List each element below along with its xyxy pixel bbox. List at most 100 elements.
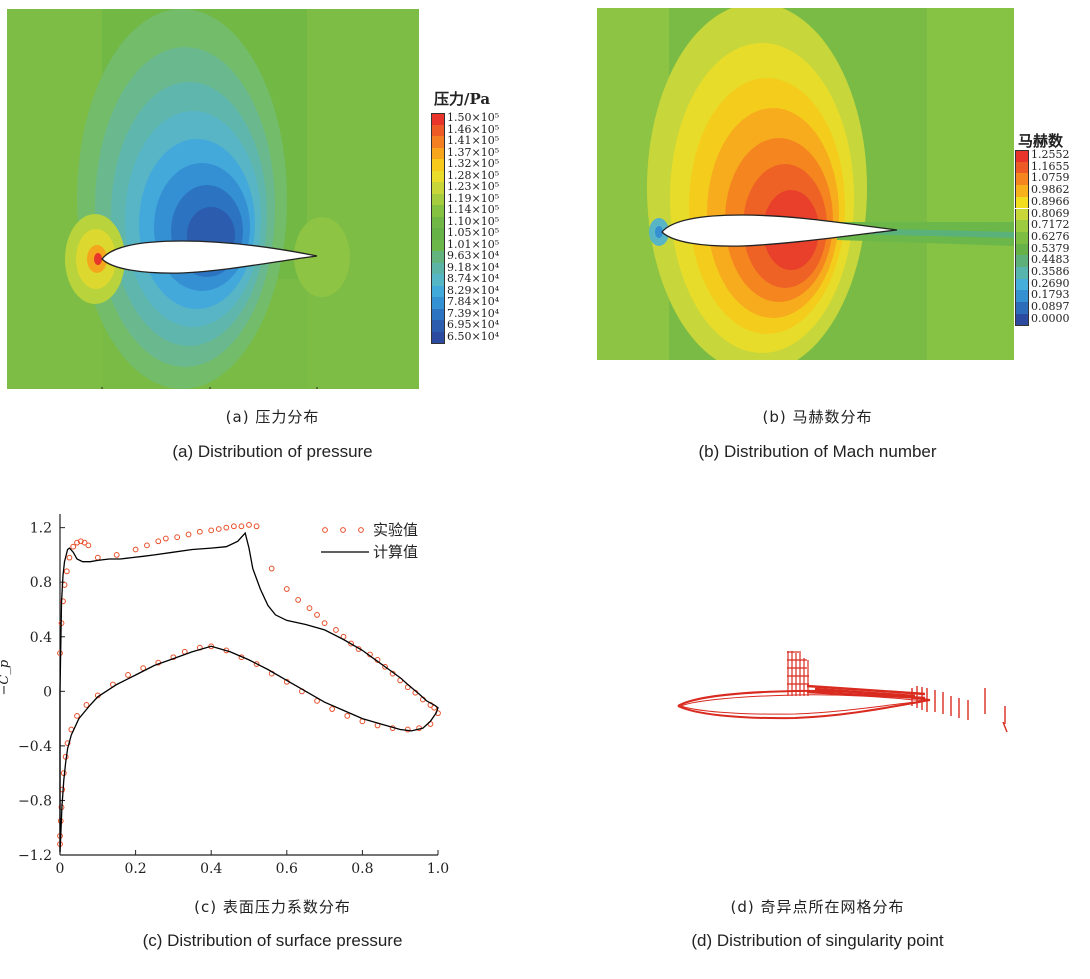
series-point-experiment xyxy=(83,702,90,708)
series-point-experiment xyxy=(253,523,260,530)
pressure-legend-label: 7.84×10⁴ xyxy=(447,295,500,308)
panel-mach: 马赫数 1.2552 1.1655 1.0759 0.9862 0.8966 0.8069… xyxy=(545,0,1090,400)
series-point-experiment xyxy=(66,554,73,561)
pressure-legend-swatch xyxy=(431,113,445,126)
caption-c-cn: (c) 表面压力系数分布 xyxy=(194,898,351,916)
series-point-experiment xyxy=(230,523,237,530)
x-tick-label: 0.6 xyxy=(276,861,298,877)
mach-legend-label: 0.8069 xyxy=(1031,206,1070,220)
mach-legend-title: 马赫数 xyxy=(1018,132,1064,150)
series-point-experiment xyxy=(64,740,71,747)
pressure-legend-label: 9.18×10⁴ xyxy=(447,260,500,274)
legend-marker-experiment xyxy=(358,527,364,533)
x-tick-label: 0.4 xyxy=(200,861,222,877)
pressure-legend-swatch xyxy=(431,205,445,217)
series-point-experiment xyxy=(155,538,162,545)
pressure-contour-plot xyxy=(7,9,419,389)
legend-marker-experiment xyxy=(340,527,346,533)
mach-legend-label: 1.2552 xyxy=(1031,148,1070,161)
pressure-legend-swatch xyxy=(431,124,445,136)
series-point-experiment xyxy=(162,535,169,542)
pressure-legend-swatch xyxy=(431,308,445,320)
pressure-legend-swatch xyxy=(431,285,445,297)
pressure-legend-label: 1.37×10⁵ xyxy=(447,145,500,159)
surface-pressure-chart: 0 0.2 0.4 0.6 0.8 1.0 −1.2 −0.8 −0.4 0 0.4 0.8 1.2 x/… xyxy=(0,514,449,895)
pressure-legend-title: 压力/Pa xyxy=(434,90,491,108)
series-point-experiment xyxy=(295,597,302,603)
series-point-experiment xyxy=(113,552,120,558)
caption-a-cn: (a) 压力分布 xyxy=(225,408,320,426)
mach-legend-swatch xyxy=(1015,161,1029,174)
series-point-experiment xyxy=(144,542,150,549)
pressure-legend-label: 1.46×10⁵ xyxy=(447,122,500,136)
y-tick-label: 0.8 xyxy=(30,575,52,591)
series-point-experiment xyxy=(223,524,230,531)
pressure-legend-swatch xyxy=(431,147,445,159)
pressure-legend-label: 9.63×10⁴ xyxy=(447,249,500,262)
y-tick-label: 0.4 xyxy=(30,630,52,646)
x-tick-label: 0.8 xyxy=(351,861,373,877)
series-point-experiment xyxy=(215,526,222,532)
y-tick-label: 0 xyxy=(43,684,52,700)
mach-legend-label: 0.3586 xyxy=(1031,265,1070,278)
series-point-experiment xyxy=(306,605,313,612)
legend-label-computed: 计算值 xyxy=(373,543,418,561)
mach-legend-swatch xyxy=(1015,278,1029,291)
caption-d-cn: (d) 奇异点所在网格分布 xyxy=(730,898,905,916)
legend-label-experiment: 实验值 xyxy=(373,521,418,539)
pressure-legend-label: 1.19×10⁵ xyxy=(447,191,500,205)
pressure-legend-swatch xyxy=(431,193,445,205)
pressure-legend-label: 1.05×10⁵ xyxy=(447,226,500,239)
pressure-legend-label: 1.01×10⁵ xyxy=(447,237,500,251)
mach-legend-label: 0.0000 xyxy=(1031,311,1070,325)
pressure-legend-swatch xyxy=(431,239,445,251)
x-tick-label: 0 xyxy=(56,861,65,877)
singularity-grid-plot xyxy=(677,651,1008,733)
mach-legend-swatch xyxy=(1015,243,1029,256)
series-point-experiment xyxy=(132,546,139,553)
pressure-legend-label: 1.50×10⁵ xyxy=(447,111,500,124)
mach-legend-label: 1.1655 xyxy=(1031,159,1070,173)
y-tick-label: 1.2 xyxy=(30,521,52,537)
mach-legend-swatch xyxy=(1015,220,1029,232)
pressure-legend: 1.50×10⁵ 1.46×10⁵ 1.41×10⁵ 1.37×10⁵ 1.32×10⁵… xyxy=(431,111,541,353)
mach-legend-swatch xyxy=(1015,208,1029,221)
series-point-experiment xyxy=(208,643,215,650)
mach-legend-swatch xyxy=(1015,267,1029,279)
pressure-legend-swatch xyxy=(431,262,445,274)
caption-d-en: (d) Distribution of singularity point xyxy=(691,931,944,950)
pressure-legend-label: 6.50×10⁴ xyxy=(447,329,500,343)
pressure-legend-label: 1.41×10⁵ xyxy=(447,134,500,147)
mach-legend-label: 1.0759 xyxy=(1031,171,1070,185)
mach-legend-label: 0.2690 xyxy=(1031,276,1070,290)
series-point-experiment xyxy=(314,612,320,618)
series-point-experiment xyxy=(246,522,252,528)
pressure-legend-swatch xyxy=(431,216,445,228)
x-axis-label: x/C xyxy=(242,879,266,880)
series-point-experiment xyxy=(185,531,192,538)
y-axis-label: −C_p xyxy=(0,659,12,695)
series-point-experiment xyxy=(77,538,84,545)
mach-legend-swatch xyxy=(1015,313,1029,327)
pressure-legend-swatch xyxy=(431,274,445,286)
series-point-experiment xyxy=(329,706,336,712)
series-point-experiment xyxy=(60,598,66,605)
pressure-legend-label: 1.32×10⁵ xyxy=(447,157,500,170)
mach-legend-label: 0.7172 xyxy=(1031,218,1070,232)
series-point-experiment xyxy=(81,539,88,546)
series-point-experiment xyxy=(348,640,354,647)
mach-legend-label: 0.9862 xyxy=(1031,183,1070,197)
pressure-legend-swatch xyxy=(431,170,445,182)
mach-legend-swatch xyxy=(1015,150,1029,163)
pressure-legend-label: 8.29×10⁴ xyxy=(447,283,500,297)
caption-b-cn: (b) 马赫数分布 xyxy=(762,408,873,426)
legend-marker-experiment xyxy=(322,527,328,533)
series-point-experiment xyxy=(344,712,351,719)
pressure-legend-swatch xyxy=(431,331,445,344)
mach-legend-label: 0.0897 xyxy=(1031,300,1070,314)
series-point-experiment xyxy=(94,554,101,561)
series-point-experiment xyxy=(268,565,275,572)
pressure-legend-swatch xyxy=(431,320,445,332)
series-point-experiment xyxy=(208,527,215,534)
pressure-legend-swatch xyxy=(431,297,445,309)
